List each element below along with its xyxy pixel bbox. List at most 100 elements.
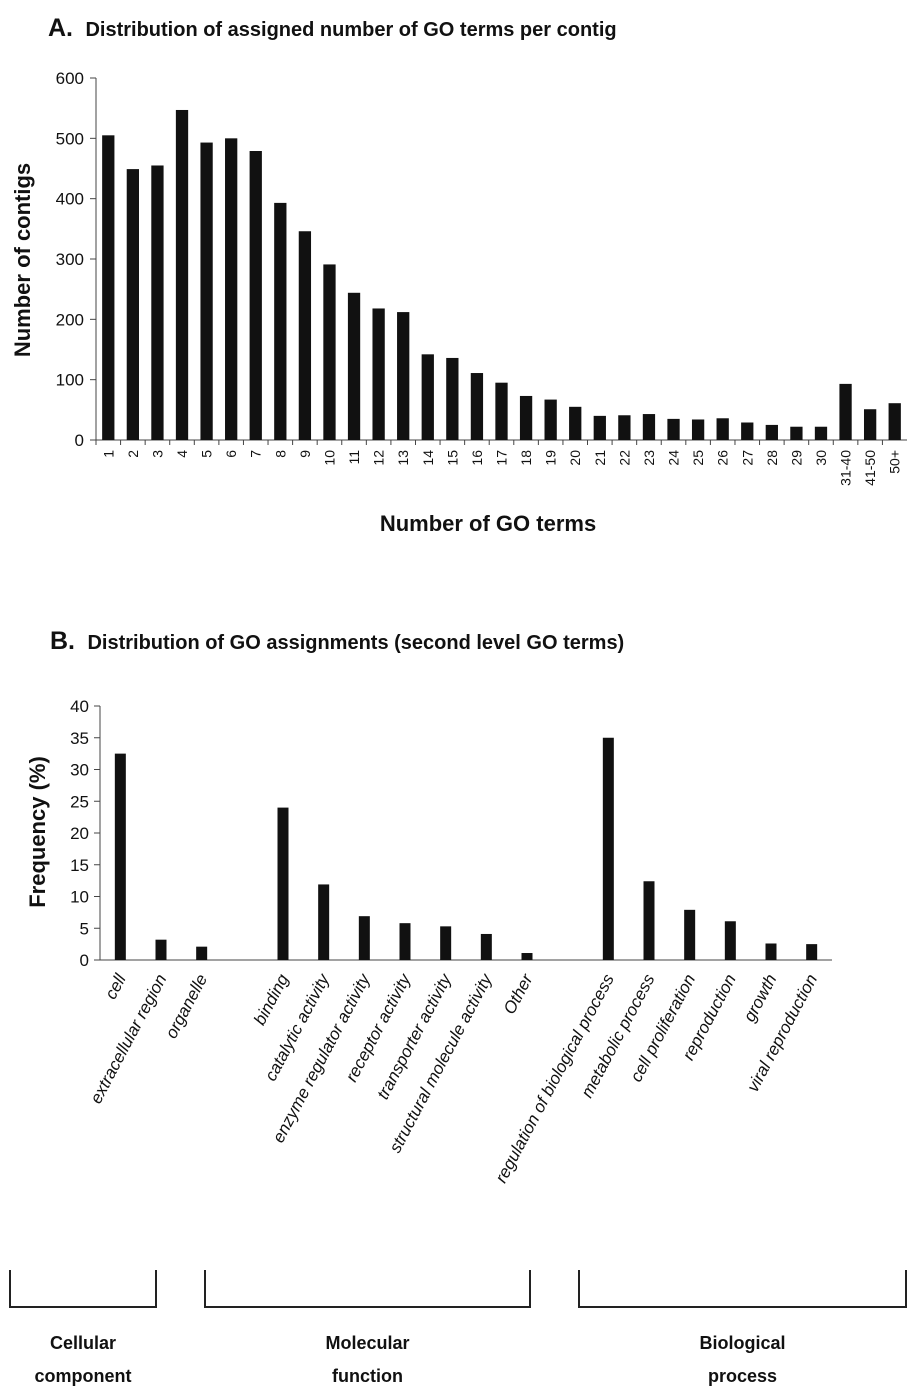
y-tick-label: 0 (75, 431, 84, 450)
x-tick-label: 9 (297, 450, 313, 458)
bar-structural-molecule-activity (480, 933, 492, 960)
group-bracket (578, 1270, 907, 1308)
x-tick-label: metabolic process (577, 971, 658, 1101)
y-tick-label: 0 (80, 951, 89, 970)
y-tick-label: 35 (70, 729, 89, 748)
x-tick-label: 16 (469, 450, 485, 466)
x-tick-label: 23 (641, 450, 657, 466)
y-tick-label: 10 (70, 888, 89, 907)
bar-3 (151, 165, 164, 440)
y-tick-label: 300 (56, 250, 84, 269)
bar-25 (691, 419, 705, 440)
x-tick-label: 7 (248, 450, 264, 458)
x-tick-label: 11 (346, 450, 362, 465)
bar-regulation-of-biological-process (602, 737, 614, 960)
x-tick-label: 6 (223, 450, 239, 458)
panel-b-group-brackets: Cellular component Molecular function Biolog… (9, 1270, 907, 1386)
bar-catalytic-activity (318, 884, 330, 960)
x-tick-label: 21 (592, 450, 608, 466)
x-tick-label: 24 (666, 450, 682, 466)
panel-a-bars (102, 109, 901, 441)
x-tick-label: 1 (100, 450, 116, 458)
bar-18 (519, 395, 533, 440)
y-tick-label: 500 (56, 129, 84, 148)
bar-organelle (196, 946, 208, 960)
bar-8 (274, 202, 287, 440)
x-tick-label: 8 (272, 450, 288, 458)
x-tick-label: 28 (764, 450, 780, 466)
bar-15 (446, 357, 459, 440)
bar-10 (323, 264, 336, 440)
bar-4 (175, 109, 189, 440)
bar-12 (372, 308, 385, 440)
x-tick-label: 18 (518, 450, 534, 466)
x-tick-label: 2 (125, 450, 141, 458)
panel-a-y-axis-title: Number of contigs (10, 163, 35, 357)
x-tick-label: extracellular region (86, 971, 170, 1107)
panel-a-y-ticks: 0 100 200 300 400 500 600 (56, 69, 96, 450)
bar-24 (667, 418, 680, 440)
x-tick-label: 41-50 (862, 450, 878, 486)
x-tick-label: 25 (690, 450, 706, 466)
bar-31-40 (839, 383, 852, 440)
bar-29 (790, 426, 803, 440)
panel-b-bars (114, 737, 818, 960)
bar-20 (569, 406, 582, 440)
panel-b-title-text: Distribution of GO assignments (second l… (87, 632, 624, 654)
y-tick-label: 600 (56, 69, 84, 88)
x-tick-label: 22 (616, 450, 632, 466)
bar-21 (593, 415, 606, 440)
x-tick-label: 30 (813, 450, 829, 466)
group-label-line1: Cellular (50, 1333, 116, 1353)
x-tick-label: 50+ (887, 450, 903, 474)
bar-viral-reproduction (806, 944, 818, 960)
x-tick-label: 5 (199, 450, 215, 458)
bar-metabolic-process (643, 881, 655, 960)
bar-reproduction (724, 921, 736, 960)
x-tick-label: 26 (715, 450, 731, 466)
panel-a-x-axis-title: Number of GO terms (380, 511, 596, 536)
group-bracket (204, 1270, 531, 1308)
bar-22 (618, 415, 631, 440)
group-label-line2: process (708, 1366, 777, 1386)
bar-cell (114, 753, 126, 960)
bar-26 (716, 418, 729, 440)
group-label-line2: function (332, 1366, 403, 1386)
bar-16 (470, 373, 484, 440)
group-label-line2: component (35, 1366, 132, 1386)
x-tick-label: growth (740, 971, 781, 1025)
panel-b-axes (99, 706, 832, 961)
bar-28 (765, 424, 778, 440)
bar-enzyme-regulator-activity (358, 916, 370, 960)
panel-a-x-ticks: 1 2 3 4 5 6 7 8 9 10 11 12 13 14 15 16 17 18 19 20 21 22 23 24 2… (95, 440, 903, 486)
x-tick-label: 20 (567, 450, 583, 466)
y-tick-label: 200 (56, 310, 84, 329)
bar-50+ (888, 403, 901, 440)
x-tick-label: 19 (543, 450, 559, 466)
bar-other (521, 953, 533, 960)
panel-a-letter: A. (48, 14, 73, 42)
x-tick-label: binding (250, 970, 293, 1028)
x-tick-label: 3 (149, 450, 165, 458)
y-tick-label: 20 (70, 824, 89, 843)
bar-extracellular-region (155, 939, 167, 960)
bar-5 (200, 142, 213, 440)
bar-1 (102, 135, 115, 441)
y-tick-label: 400 (56, 190, 84, 209)
x-tick-label: 12 (371, 450, 387, 466)
bar-6 (225, 138, 238, 441)
x-tick-label: 17 (494, 450, 510, 466)
panel-b-letter: B. (50, 627, 75, 655)
bar-19 (544, 399, 557, 440)
bar-17 (495, 382, 508, 440)
y-tick-label: 5 (80, 919, 89, 938)
bar-30 (814, 426, 828, 440)
bar-cell-proliferation (684, 909, 696, 960)
x-tick-label: 31-40 (838, 450, 854, 486)
bar-27 (741, 422, 754, 440)
panel-b-y-ticks: 0 5 10 15 20 25 30 35 40 (70, 697, 100, 970)
y-tick-label: 15 (70, 856, 89, 875)
bar-23 (642, 414, 656, 440)
x-tick-label: 27 (739, 450, 755, 466)
group-bracket (9, 1270, 157, 1308)
